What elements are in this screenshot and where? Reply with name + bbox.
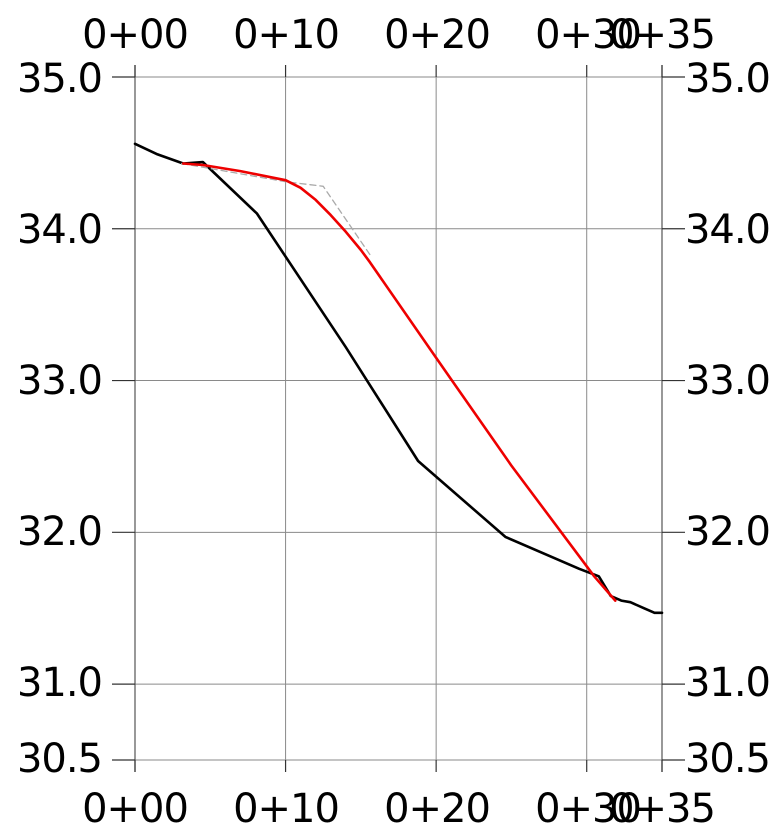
chart-frame (134, 65, 663, 772)
x-tick-label-top-4: 0+35 (609, 12, 715, 58)
x-tick-label-top-2: 0+20 (384, 12, 490, 58)
reference-dashed-line (181, 162, 371, 256)
y-tick-label-left-3: 32.0 (17, 509, 102, 555)
x-axis-top-labels: 0+00 0+10 0+20 0+30 0+35 (82, 12, 716, 58)
x-tick-label-bottom-1: 0+10 (233, 786, 339, 832)
x-tick-label-bottom-3: 0+30 (535, 786, 641, 832)
grid-lines (134, 76, 663, 761)
y-tick-label-left-4: 31.0 (17, 660, 102, 706)
x-tick-label-bottom-0: 0+00 (82, 786, 188, 832)
tick-marks (112, 65, 685, 772)
y-tick-label-left-2: 33.0 (17, 358, 102, 404)
data-series (133, 142, 664, 615)
y-axis-left-labels: 35.0 34.0 33.0 32.0 31.0 30.5 (17, 56, 103, 782)
x-tick-label-bottom-4: 0+35 (609, 786, 715, 832)
y-tick-label-right-2: 33.0 (685, 358, 770, 404)
existing-ground-line (133, 142, 664, 615)
x-tick-label-top-0: 0+00 (82, 12, 188, 58)
y-tick-label-right-4: 31.0 (685, 660, 770, 706)
x-axis-bottom-labels: 0+00 0+10 0+20 0+30 0+35 (82, 786, 716, 832)
y-tick-label-right-5: 30.5 (685, 736, 770, 782)
y-tick-label-left-0: 35.0 (17, 56, 102, 102)
y-tick-label-right-3: 32.0 (685, 509, 770, 555)
y-tick-label-right-1: 34.0 (685, 207, 770, 253)
proposed-grade-line (181, 162, 617, 602)
y-tick-label-left-1: 34.0 (17, 207, 102, 253)
x-tick-label-top-1: 0+10 (233, 12, 339, 58)
y-axis-right-labels: 35.0 34.0 33.0 32.0 31.0 30.5 (685, 56, 771, 782)
y-tick-label-right-0: 35.0 (685, 56, 770, 102)
x-tick-label-top-3: 0+30 (535, 12, 641, 58)
x-tick-label-bottom-2: 0+20 (384, 786, 490, 832)
y-tick-label-left-5: 30.5 (17, 736, 102, 782)
